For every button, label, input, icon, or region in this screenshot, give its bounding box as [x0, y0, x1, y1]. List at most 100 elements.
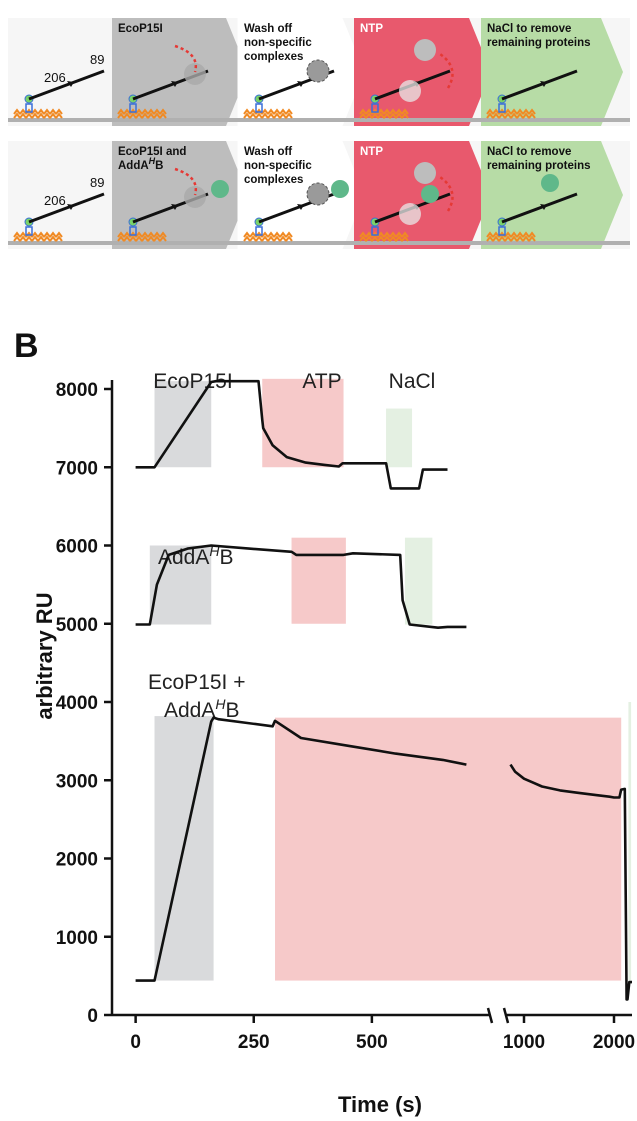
region-label: NaCl: [389, 370, 436, 393]
x-tick-label: 1000: [503, 1032, 545, 1053]
svg-text:Wash off: Wash off: [244, 146, 292, 158]
step-label-3: NTP: [360, 23, 383, 35]
streptavidin: [13, 108, 63, 115]
y-tick-label: 0: [87, 1006, 98, 1027]
ecop15i-protein-free: [414, 39, 436, 61]
svg-text:Wash off: Wash off: [244, 23, 292, 35]
y-tick-label: 7000: [56, 458, 98, 479]
site-arrow: [171, 81, 178, 87]
ecop15i-protein-released: [399, 203, 421, 225]
streptavidin: [243, 112, 293, 119]
length-89: 89: [90, 52, 104, 67]
site-arrow: [67, 81, 74, 87]
band-nacl-3: [628, 702, 632, 981]
svg-text:NTP: NTP: [360, 146, 383, 158]
step-label-4: NaCl to remove remaining proteins: [487, 23, 591, 49]
x-tick-label: 2000: [593, 1032, 635, 1053]
step-arrow-4: [481, 18, 623, 126]
svg-text:non-specific: non-specific: [244, 37, 312, 49]
adda-protein: [211, 180, 229, 198]
surface: [8, 241, 630, 245]
biotin-anchor: [371, 103, 379, 113]
band-nacl-1: [386, 408, 413, 468]
site-arrow: [297, 81, 304, 87]
band-adda-2: [149, 545, 212, 625]
step-arrow-1: [112, 141, 248, 249]
biotin-anchor: [129, 103, 137, 113]
step-arrow-2: [237, 140, 365, 250]
step-label-2: Wash off non-specific complexes: [244, 146, 312, 186]
y-tick-label: 1000: [56, 928, 98, 949]
svg-text:NTP: NTP: [360, 23, 383, 35]
ecop15i-protein-free: [414, 162, 436, 184]
region-label: AddAHB: [164, 696, 240, 722]
binding-arrow: [174, 167, 198, 196]
biotin-anchor: [371, 226, 379, 236]
streptavidin: [13, 231, 63, 238]
biotin-anchor: [129, 226, 137, 236]
y-tick-label: 6000: [56, 537, 98, 558]
site-arrow: [67, 204, 74, 210]
axis-break: [502, 1007, 510, 1024]
step-arrow-2: [237, 17, 365, 127]
ecop15i-protein: [306, 182, 330, 206]
adda-protein: [331, 180, 349, 198]
streptavidin: [243, 235, 293, 242]
dna: [501, 69, 578, 101]
ecop15i-protein: [184, 186, 206, 208]
x-tick-label: 250: [238, 1032, 270, 1053]
step-arrow-3: [354, 18, 491, 126]
streptavidin: [243, 231, 293, 238]
dna: [28, 192, 105, 224]
axis-break: [486, 1007, 494, 1024]
svg-text:NaCl to remove: NaCl to remove: [487, 23, 571, 35]
adda-protein: [421, 185, 439, 203]
release-arrow: [439, 52, 454, 89]
band-atp-3: [275, 717, 622, 981]
step-label-1: EcoP15I: [118, 23, 163, 35]
svg-text:EcoP15I: EcoP15I: [118, 23, 163, 35]
svg-text:NaCl to remove: NaCl to remove: [487, 146, 571, 158]
step-label-4: NaCl to remove remaining proteins: [487, 146, 591, 172]
streptavidin: [486, 235, 536, 242]
svg-text:remaining proteins: remaining proteins: [487, 37, 591, 49]
svg-text:EcoP15I and: EcoP15I and: [118, 146, 186, 158]
trace-2: [135, 544, 467, 629]
svg-text:complexes: complexes: [244, 51, 303, 63]
band-atp-2: [291, 537, 346, 624]
y-tick-label: 5000: [56, 615, 98, 636]
streptavidin: [117, 112, 167, 119]
streptavidin: [243, 108, 293, 115]
biotin-anchor: [498, 226, 506, 236]
site-arrow: [297, 204, 304, 210]
region-label: ATP: [302, 370, 341, 393]
streptavidin: [486, 231, 536, 238]
site-arrow: [540, 81, 547, 87]
biotin-anchor: [498, 103, 506, 113]
ecop15i-protein-released: [399, 80, 421, 102]
streptavidin: [486, 108, 536, 115]
streptavidin: [359, 235, 409, 242]
svg-text:non-specific: non-specific: [244, 160, 312, 172]
streptavidin: [486, 112, 536, 119]
region-label: EcoP15I +: [148, 671, 245, 694]
length-206: 206: [44, 193, 66, 208]
step-label-3: NTP: [360, 146, 383, 158]
svg-text:complexes: complexes: [244, 174, 303, 186]
streptavidin: [117, 235, 167, 242]
binding-arrow: [174, 44, 198, 73]
trace-3: [135, 716, 632, 1001]
surface: [8, 118, 630, 122]
step-arrow-4: [481, 141, 623, 249]
site-arrow: [540, 204, 547, 210]
biotin-anchor: [255, 103, 263, 113]
site-arrow: [171, 204, 178, 210]
svg-text:AddAHB: AddAHB: [118, 156, 163, 172]
biotin-anchor: [25, 226, 33, 236]
streptavidin: [359, 108, 409, 115]
streptavidin: [117, 231, 167, 238]
y-tick-label: 2000: [56, 850, 98, 871]
region-label: AddAHB: [158, 543, 234, 569]
